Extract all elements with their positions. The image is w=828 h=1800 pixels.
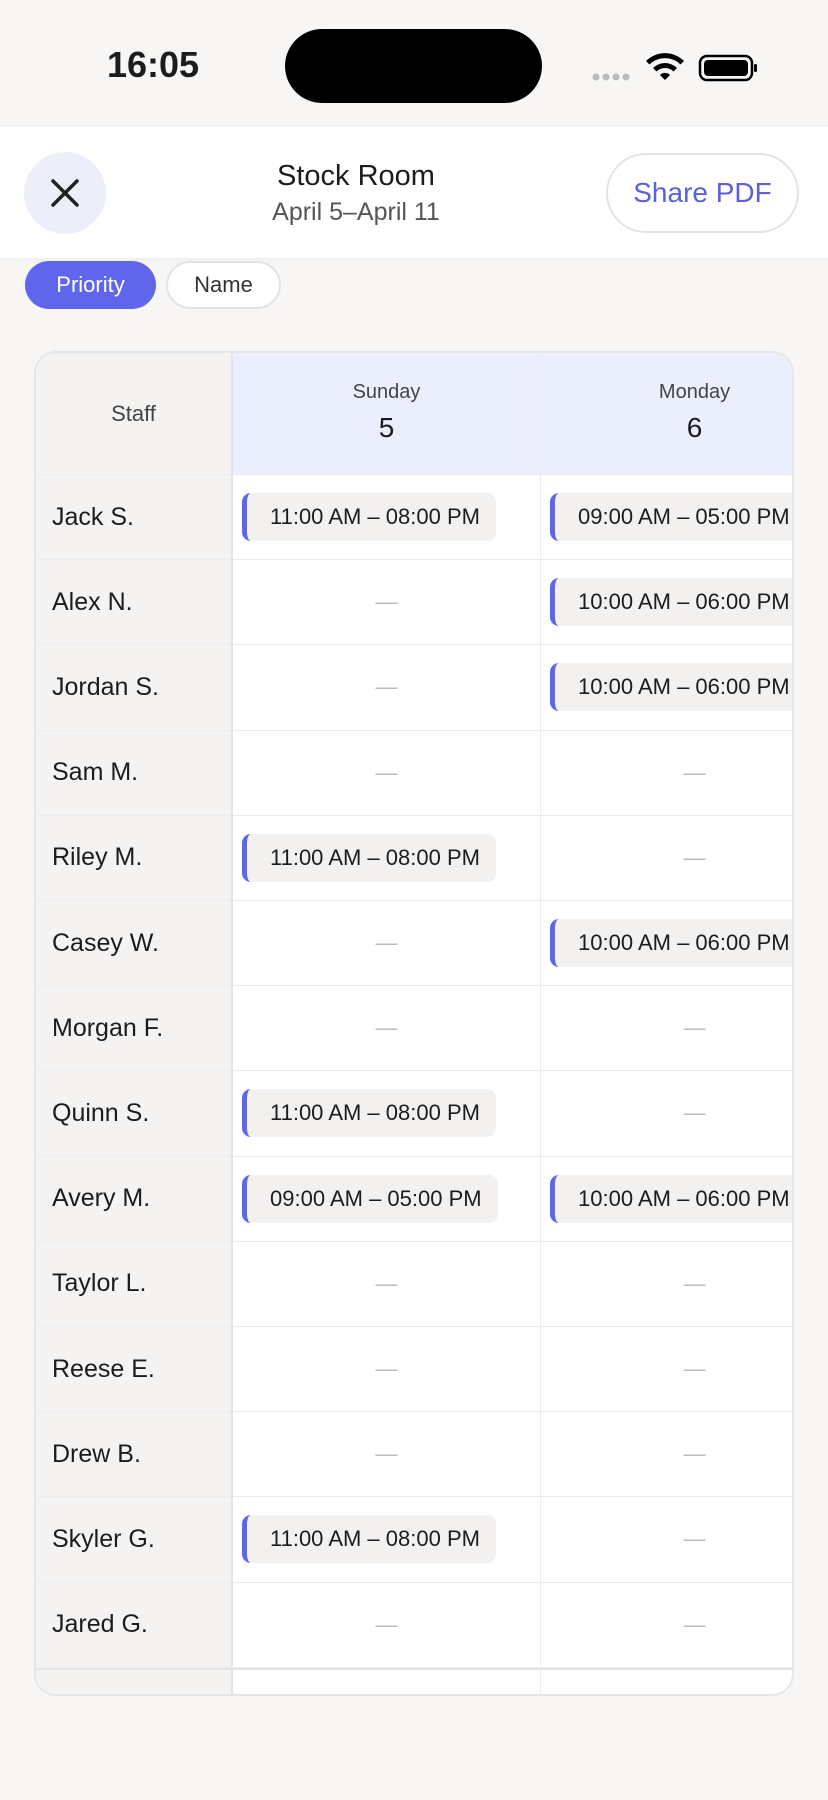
empty-shift: — bbox=[375, 930, 398, 956]
staff-name: Quinn S. bbox=[36, 1071, 233, 1157]
shift-pill[interactable]: 11:00 AM – 08:00 PM bbox=[242, 1089, 496, 1138]
shift-cell: — bbox=[233, 645, 541, 731]
empty-shift: — bbox=[375, 1015, 398, 1041]
shift-cell: — bbox=[541, 1071, 792, 1157]
shift-cell: — bbox=[233, 1241, 541, 1327]
shift-cell: 09:00 AM – 05:00 PM bbox=[233, 1156, 541, 1242]
day-name: Monday bbox=[658, 381, 731, 403]
staff-name: Avery M. bbox=[36, 1156, 233, 1242]
staff-name: Drew B. bbox=[36, 1412, 233, 1498]
empty-shift: — bbox=[375, 589, 398, 615]
shift-cell: — bbox=[233, 730, 541, 816]
close-icon bbox=[51, 179, 79, 207]
shift-pill[interactable]: 10:00 AM – 06:00 PM bbox=[550, 663, 792, 712]
dynamic-island bbox=[285, 29, 542, 103]
shift-cell: 10:00 AM – 06:00 PM bbox=[541, 901, 792, 987]
day-date: 5 bbox=[378, 412, 395, 443]
sort-chip[interactable]: Name bbox=[166, 261, 281, 309]
staff-name: Alex N. bbox=[36, 560, 233, 646]
empty-shift: — bbox=[375, 1441, 398, 1467]
staff-name: Jordan S. bbox=[36, 645, 233, 731]
empty-shift: — bbox=[683, 1270, 706, 1296]
schedule-table: Staff Sunday 5 Monday 6 Jack S. 11:00 AM – 08:… bbox=[34, 351, 794, 1696]
shift-cell: 11:00 AM – 08:00 PM bbox=[233, 475, 541, 561]
shift-cell: 09:00 AM – 05:00 PM bbox=[541, 475, 792, 561]
shift-pill[interactable]: 10:00 AM – 06:00 PM bbox=[550, 1174, 792, 1223]
staff-name: Sam M. bbox=[36, 730, 233, 816]
status-time: 16:05 bbox=[106, 44, 200, 85]
shift-cell: — bbox=[233, 1582, 541, 1668]
empty-shift: — bbox=[683, 844, 706, 870]
empty-shift: — bbox=[683, 1611, 706, 1637]
empty-shift: — bbox=[375, 1611, 398, 1637]
shift-cell: — bbox=[541, 1497, 792, 1583]
staff-name: Casey W. bbox=[36, 901, 233, 987]
day-date: 6 bbox=[686, 412, 703, 443]
empty-shift: — bbox=[375, 1270, 398, 1296]
empty-shift: — bbox=[683, 1100, 706, 1126]
shift-cell: 10:00 AM – 06:00 PM bbox=[541, 1157, 792, 1242]
staff-name: Skyler G. bbox=[36, 1497, 233, 1583]
staff-name: Jared G. bbox=[36, 1582, 233, 1668]
empty-shift: — bbox=[375, 759, 398, 785]
share-pdf-button[interactable]: Share PDF bbox=[606, 153, 799, 233]
empty-shift: — bbox=[683, 1526, 706, 1552]
staff-name: Morgan F. bbox=[36, 986, 233, 1072]
empty-shift: — bbox=[683, 1356, 706, 1382]
table-footer bbox=[36, 1667, 233, 1694]
empty-shift: — bbox=[683, 759, 706, 785]
staff-header: Staff bbox=[36, 353, 233, 475]
day-header: Sunday 5 bbox=[233, 353, 541, 475]
subtitle: April 5–April 11 bbox=[272, 198, 440, 226]
table-footer bbox=[541, 1667, 792, 1694]
shift-pill[interactable]: 09:00 AM – 05:00 PM bbox=[550, 493, 792, 541]
shift-cell: 10:00 AM – 06:00 PM bbox=[541, 560, 792, 646]
status-icons bbox=[592, 53, 757, 82]
shift-pill[interactable]: 11:00 AM – 08:00 PM bbox=[242, 493, 496, 541]
shift-cell: — bbox=[541, 816, 792, 901]
sort-chip[interactable]: Priority bbox=[25, 261, 156, 309]
staff-name: Reese E. bbox=[36, 1327, 233, 1413]
shift-cell: — bbox=[233, 901, 541, 987]
empty-shift: — bbox=[375, 1356, 398, 1382]
shift-pill[interactable]: 10:00 AM – 06:00 PM bbox=[550, 578, 792, 627]
staff-name: Taylor L. bbox=[36, 1241, 233, 1327]
staff-name: Riley M. bbox=[36, 815, 233, 901]
shift-cell: — bbox=[541, 1412, 792, 1498]
shift-cell: — bbox=[541, 1242, 792, 1327]
shift-cell: — bbox=[541, 1327, 792, 1413]
shift-cell: — bbox=[541, 1583, 792, 1668]
staff-name: Jack S. bbox=[36, 475, 233, 561]
shift-pill[interactable]: 11:00 AM – 08:00 PM bbox=[242, 1515, 496, 1564]
shift-cell: 11:00 AM – 08:00 PM bbox=[233, 1497, 541, 1583]
empty-shift: — bbox=[375, 674, 398, 700]
shift-cell: — bbox=[233, 1327, 541, 1413]
shift-cell: 11:00 AM – 08:00 PM bbox=[233, 815, 541, 901]
close-button[interactable] bbox=[24, 152, 106, 234]
shift-cell: — bbox=[541, 986, 792, 1072]
day-name: Sunday bbox=[352, 381, 421, 403]
shift-cell: — bbox=[233, 1412, 541, 1498]
day-header: Monday 6 bbox=[541, 353, 792, 475]
empty-shift: — bbox=[683, 1441, 706, 1467]
shift-pill[interactable]: 09:00 AM – 05:00 PM bbox=[242, 1174, 498, 1223]
shift-cell: — bbox=[233, 560, 541, 646]
shift-cell: 11:00 AM – 08:00 PM bbox=[233, 1071, 541, 1157]
shift-cell: — bbox=[541, 731, 792, 816]
shift-pill[interactable]: 10:00 AM – 06:00 PM bbox=[550, 919, 792, 967]
shift-cell: — bbox=[233, 986, 541, 1072]
shift-cell: 10:00 AM – 06:00 PM bbox=[541, 645, 792, 731]
table-footer bbox=[233, 1667, 541, 1694]
shift-pill[interactable]: 11:00 AM – 08:00 PM bbox=[242, 833, 496, 882]
title: Stock Room bbox=[277, 160, 435, 192]
empty-shift: — bbox=[683, 1015, 706, 1041]
